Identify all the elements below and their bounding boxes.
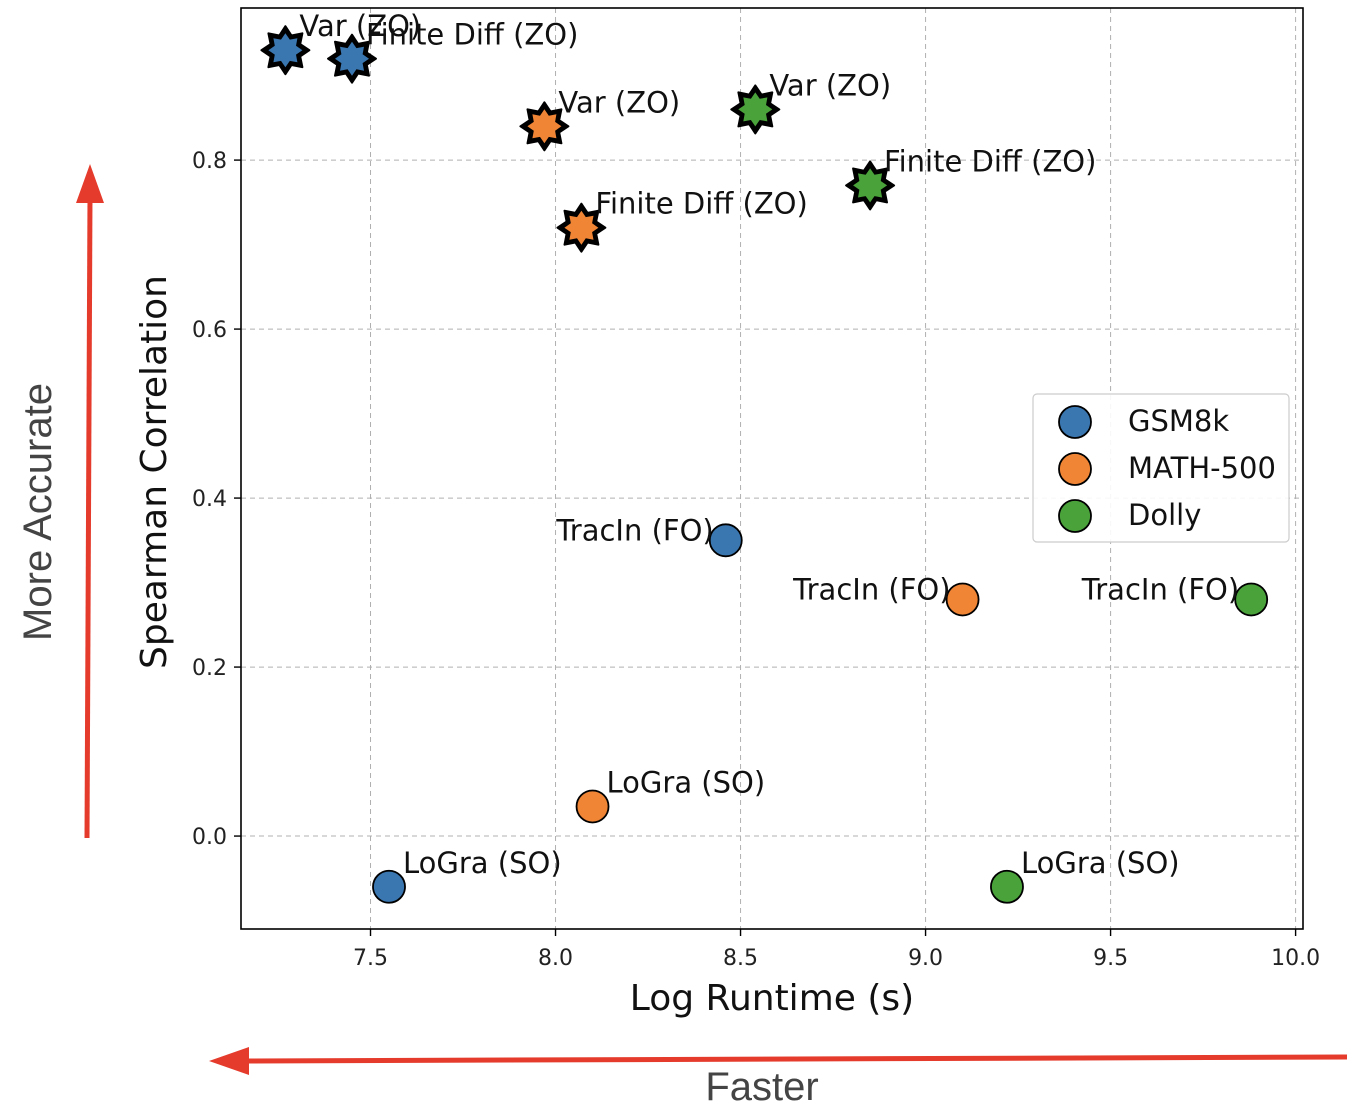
gsm8k-tracin-fo-label: TracIn (FO) (555, 513, 713, 547)
math-500-logra-so-marker (575, 789, 610, 824)
y-tick-label: 0.6 (192, 318, 227, 343)
faster-arrow (209, 1047, 1348, 1075)
math-500-finite-diff-zo-label: Finite Diff (ZO) (595, 187, 807, 221)
gsm8k-tracin-fo-marker (708, 523, 743, 558)
gsm8k-var-zo-label: Var (ZO) (299, 9, 421, 43)
legend-marker-gsm8k (1058, 405, 1092, 439)
legend-frame (1032, 393, 1290, 543)
x-tick-label: 10.0 (1271, 946, 1320, 971)
dolly-finite-diff-zo-label: Finite Diff (ZO) (884, 144, 1096, 178)
legend-marker-dolly (1058, 499, 1092, 533)
y-tick-label: 0.0 (192, 825, 227, 850)
y-tick-label: 0.2 (192, 656, 227, 681)
dolly-tracin-fo-marker (1234, 582, 1269, 617)
legend-label-dolly: Dolly (1128, 498, 1201, 532)
gsm8k-finite-diff-zo-marker (335, 41, 369, 76)
gsm8k-finite-diff-zo-label: Finite Diff (ZO) (366, 18, 578, 52)
x-tick-label: 9.0 (908, 946, 943, 971)
more-accurate-arrow (76, 164, 104, 839)
gsm8k-var-zo-marker (268, 33, 303, 68)
x-tick-label: 8.5 (723, 946, 758, 971)
dolly-finite-diff-zo-marker (853, 168, 888, 203)
plot-frame (240, 7, 1304, 930)
legend-label-gsm8k: GSM8k (1128, 404, 1229, 438)
axis-ticks: 7.5 8.0 8.5 9.0 9.5 10.0 0.0 0.2 0.4 0.6 0.8 (192, 149, 1320, 971)
dolly-var-zo-marker (738, 92, 773, 127)
math-500-var-zo-label: Var (ZO) (558, 85, 680, 119)
point-labels: Var (ZO)Finite Diff (ZO)TracIn (FO)LoGra… (299, 9, 1239, 880)
x-axis-label: Log Runtime (s) (630, 978, 914, 1019)
faster-arrow-shaft (243, 1054, 1348, 1064)
x-tick-label: 7.5 (353, 946, 388, 971)
dolly-tracin-fo-label: TracIn (FO) (1081, 572, 1239, 606)
more-accurate-label: More Accurate (16, 383, 60, 641)
data-points (260, 25, 1269, 904)
math-500-logra-so-label: LoGra (SO) (607, 765, 766, 799)
gsm8k-logra-so-marker (372, 869, 406, 904)
more-accurate-arrow-head (76, 164, 104, 203)
dolly-logra-so-marker (990, 869, 1024, 904)
math-500-var-zo-marker (527, 109, 562, 144)
math-500-finite-diff-zo-marker (564, 210, 599, 245)
faster-arrow-head (209, 1047, 249, 1075)
legend-label-math500: MATH-500 (1128, 451, 1276, 485)
gsm8k-logra-so-label: LoGra (SO) (403, 846, 562, 880)
y-axis-label: Spearman Correlation (134, 275, 175, 669)
math-500-tracin-fo-label: TracIn (FO) (792, 572, 950, 606)
faster-label: Faster (705, 1065, 818, 1104)
legend: GSM8k MATH-500 Dolly (1032, 393, 1290, 543)
x-tick-label: 9.5 (1093, 946, 1128, 971)
math-500-tracin-fo-marker (945, 582, 980, 617)
x-tick-label: 8.0 (538, 946, 573, 971)
dolly-var-zo-label: Var (ZO) (769, 68, 891, 102)
y-tick-label: 0.4 (192, 487, 227, 512)
legend-marker-math500 (1058, 452, 1092, 486)
more-accurate-arrow-shaft (84, 195, 93, 839)
dolly-logra-so-label: LoGra (SO) (1021, 846, 1180, 880)
y-tick-label: 0.8 (192, 149, 227, 174)
